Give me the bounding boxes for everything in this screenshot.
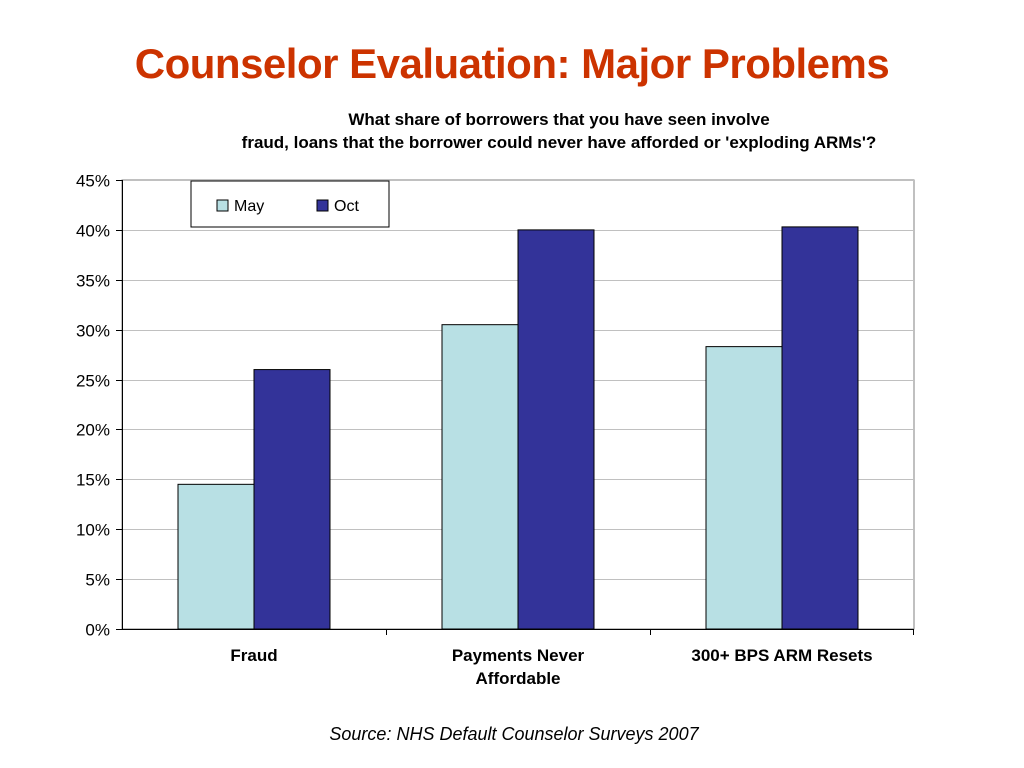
legend — [190, 180, 390, 228]
y-tick-label: 30% — [76, 322, 110, 341]
bar-may-0 — [177, 483, 255, 630]
chart-title-line-2: fraud, loans that the borrower could nev… — [241, 133, 877, 152]
x-tick-label: Affordable — [476, 669, 561, 688]
y-tick-label: 45% — [76, 172, 110, 191]
y-tick-label: 10% — [76, 521, 110, 540]
y-tick-label: 15% — [76, 471, 110, 490]
legend-label-may: May — [234, 198, 264, 215]
y-tick-label: 0% — [85, 621, 110, 640]
x-tick-label: 300+ BPS ARM Resets — [691, 646, 872, 665]
bar-oct-1 — [517, 229, 595, 630]
slide-title: Counselor Evaluation: Major Problems — [134, 40, 890, 87]
chart-title: What share of borrowers that you have se… — [0, 108, 1024, 154]
y-tick-label: 25% — [76, 372, 110, 391]
y-tick-label: 40% — [76, 222, 110, 241]
y-tick-label: 35% — [76, 272, 110, 291]
bar-oct-0 — [253, 369, 331, 630]
x-tick-label: Fraud — [230, 646, 277, 665]
bar-oct-2 — [781, 226, 859, 630]
source-note: Source: NHS Default Counselor Surveys 20… — [329, 724, 699, 744]
y-tick-label: 5% — [85, 571, 110, 590]
x-tick-label: Payments Never — [452, 646, 585, 665]
legend-swatch-may — [216, 199, 229, 212]
legend-label-oct: Oct — [334, 198, 359, 215]
bar-may-1 — [441, 324, 519, 630]
bar-may-2 — [705, 346, 783, 630]
legend-swatch-oct — [316, 199, 329, 212]
chart-title-line-1: What share of borrowers that you have se… — [348, 110, 770, 129]
y-tick-label: 20% — [76, 421, 110, 440]
